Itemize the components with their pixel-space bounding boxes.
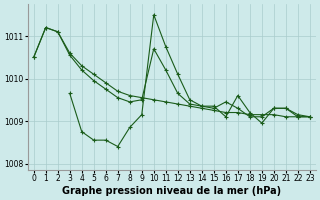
X-axis label: Graphe pression niveau de la mer (hPa): Graphe pression niveau de la mer (hPa)	[62, 186, 281, 196]
